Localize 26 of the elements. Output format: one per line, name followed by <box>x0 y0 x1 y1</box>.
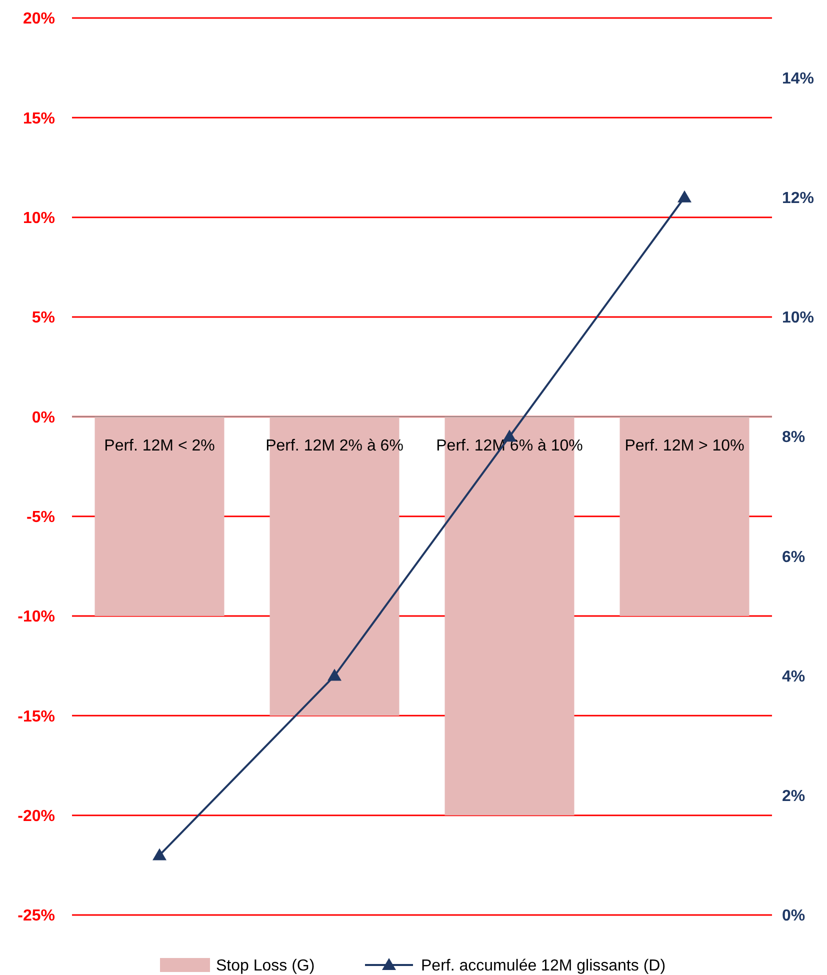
y-tick-label: 20% <box>22 10 55 28</box>
y-tick-label: 0% <box>32 409 55 426</box>
legend-label: Perf. accumulée 12M glissants (D) <box>421 958 666 975</box>
point <box>328 668 342 681</box>
y-tick-label: -15% <box>18 708 55 726</box>
y-tick-label: -20% <box>18 808 55 825</box>
y2-tick-label: 6% <box>782 548 806 566</box>
point <box>678 190 692 202</box>
y2-tick-label: 2% <box>782 788 806 805</box>
legend-label: Stop Loss (G) <box>216 958 315 975</box>
y2-tick-label: 12% <box>782 190 814 207</box>
x-tick-label: Perf. 12M < 2% <box>104 438 215 455</box>
x-tick-label: Perf. 12M > 10% <box>624 438 744 455</box>
y2-tick-label: 8% <box>782 429 806 446</box>
y2-tick-label: 10% <box>782 310 814 327</box>
y-tick-label: -25% <box>18 908 55 925</box>
y2-tick-label: 0% <box>782 908 806 925</box>
x-tick-label: Perf. 12M 2% à 6% <box>266 438 404 455</box>
y-tick-label: -10% <box>18 608 55 626</box>
y-tick-label: 15% <box>22 110 55 128</box>
y2-tick-label: 14% <box>782 70 814 88</box>
y2-tick-label: 4% <box>782 668 806 686</box>
y-tick-label: 10% <box>22 210 55 227</box>
y-tick-label: -5% <box>26 508 55 526</box>
y-tick-label: 5% <box>32 310 55 327</box>
point <box>152 848 166 860</box>
